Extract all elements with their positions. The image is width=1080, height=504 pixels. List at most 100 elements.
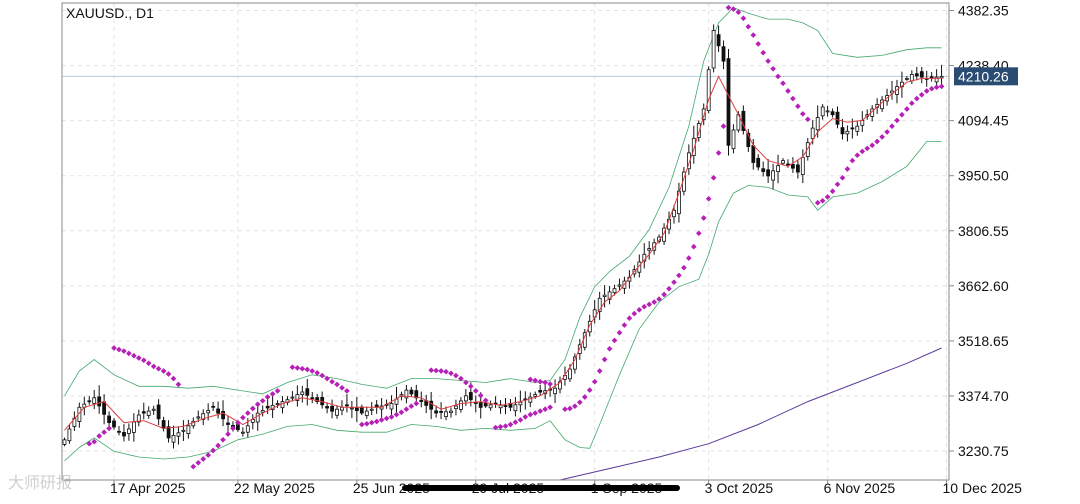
candle-body — [389, 403, 394, 410]
candle — [711, 24, 716, 73]
candle-body — [62, 439, 67, 445]
sar-dot — [497, 423, 504, 430]
sar-dot — [666, 285, 672, 292]
candle — [166, 420, 171, 443]
sar-dot — [829, 188, 836, 195]
sar-dot — [299, 365, 306, 372]
sar-dot — [849, 157, 856, 164]
sar-dot — [651, 299, 658, 305]
candle-body — [354, 407, 359, 411]
candle-body — [815, 117, 820, 131]
candle-body — [186, 425, 191, 434]
candle — [290, 391, 295, 402]
sar-dot — [710, 174, 717, 181]
sar-dot — [740, 15, 747, 22]
candle-body — [909, 74, 914, 82]
candle-body — [250, 418, 255, 423]
sar-dot — [294, 365, 301, 371]
sar-dot — [522, 414, 529, 420]
candle — [825, 105, 830, 117]
candle — [830, 108, 835, 118]
candle — [840, 118, 845, 140]
candle — [389, 395, 394, 415]
candle-body — [335, 408, 339, 416]
sar-dot — [527, 376, 534, 383]
sar-dot — [785, 88, 791, 94]
sar-dot — [765, 58, 771, 64]
candle — [300, 385, 305, 403]
candle-body — [776, 165, 780, 172]
candle-body — [810, 127, 815, 140]
candle-body — [820, 106, 825, 117]
moving-average-group — [64, 75, 942, 431]
candle — [122, 424, 126, 442]
candle-body — [701, 108, 706, 120]
sar-dot — [537, 378, 544, 385]
scroll-handle[interactable] — [402, 485, 680, 491]
sar-dot — [780, 80, 786, 87]
candle-body — [211, 405, 216, 408]
candle-body — [835, 111, 840, 125]
sar-dot — [904, 106, 910, 112]
candle — [488, 400, 493, 411]
sar-dot — [884, 129, 890, 135]
chart-title: XAUUSD., D1 — [66, 5, 154, 21]
candle-body — [687, 152, 691, 170]
candle — [354, 397, 359, 423]
sar-dot — [725, 4, 732, 11]
sar-dot — [507, 421, 514, 428]
candle — [315, 393, 320, 405]
candle — [776, 154, 780, 184]
x-tick-label: 22 May 2025 — [234, 480, 315, 496]
sar-dot — [329, 378, 335, 385]
candle-body — [122, 431, 126, 437]
candle-body — [226, 422, 230, 425]
candle-body — [265, 405, 270, 409]
candle-body — [102, 401, 106, 415]
sar-dot — [190, 463, 197, 470]
sar-dot — [933, 84, 940, 91]
candle — [498, 400, 503, 414]
current-price-tag-bg — [954, 67, 1018, 86]
sar-dot — [874, 138, 880, 145]
y-tick-label: 4382.35 — [958, 3, 1009, 19]
candle — [97, 385, 102, 414]
candle — [434, 405, 439, 418]
sar-dot — [96, 433, 103, 439]
candle — [677, 182, 681, 223]
candle — [706, 66, 711, 114]
candle-body — [454, 405, 458, 409]
sar-dot — [661, 291, 667, 298]
candle — [458, 397, 463, 413]
sar-dot — [770, 65, 776, 72]
candle-body — [404, 389, 409, 399]
candle — [211, 401, 216, 411]
candle-body — [136, 414, 141, 423]
candle — [260, 405, 265, 417]
plot-frame — [61, 2, 950, 481]
candle-body — [766, 169, 770, 177]
candle — [67, 424, 72, 444]
sar-dot — [121, 348, 127, 354]
candle-body — [216, 408, 221, 414]
candle — [335, 405, 339, 419]
x-tick-label: 10 Dec 2025 — [943, 480, 1023, 496]
candle-body — [746, 132, 751, 147]
candle-body — [468, 392, 473, 401]
candle-body — [677, 190, 681, 215]
candle-body — [295, 394, 300, 401]
candle-body — [414, 390, 419, 399]
candle — [146, 406, 151, 419]
sar-dot — [319, 372, 326, 379]
candle — [612, 284, 617, 296]
candle-body — [300, 391, 305, 395]
candle-body — [607, 291, 612, 300]
long-ma-line — [559, 347, 942, 481]
candle-body — [117, 430, 121, 433]
sar-dot — [631, 310, 638, 317]
sar-dot — [443, 368, 449, 375]
sar-dot — [814, 199, 821, 206]
sar-dot — [512, 419, 519, 426]
